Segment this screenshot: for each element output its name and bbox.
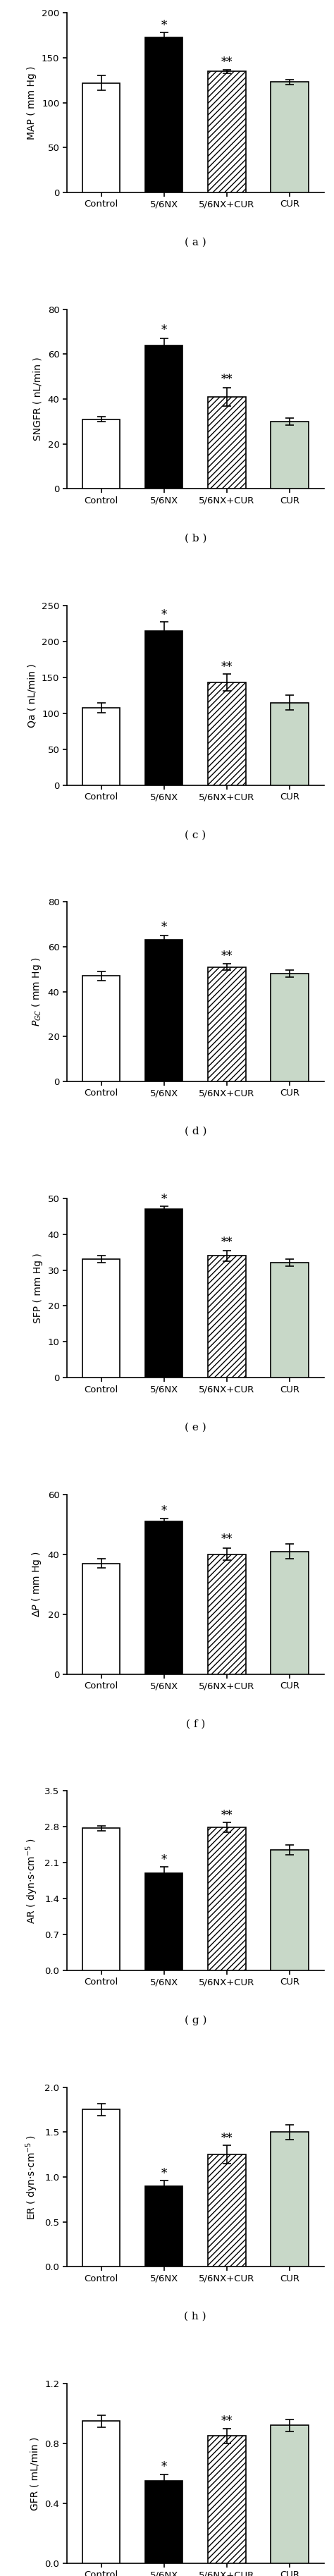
Bar bbox=[271, 1850, 308, 1971]
Text: ( g ): ( g ) bbox=[184, 2014, 206, 2025]
Text: *: * bbox=[161, 325, 167, 335]
Text: *: * bbox=[161, 1855, 167, 1865]
Y-axis label: ER ( dyn·s·cm$^{-5}$ ): ER ( dyn·s·cm$^{-5}$ ) bbox=[24, 2136, 40, 2221]
Bar bbox=[82, 976, 120, 1082]
Bar bbox=[82, 1564, 120, 1674]
Bar bbox=[208, 72, 245, 193]
Text: ( c ): ( c ) bbox=[185, 829, 206, 840]
Text: ( d ): ( d ) bbox=[184, 1126, 206, 1136]
Y-axis label: Qa ( nL/min ): Qa ( nL/min ) bbox=[27, 665, 37, 726]
Text: **: ** bbox=[221, 951, 232, 963]
Bar bbox=[145, 631, 183, 786]
Text: **: ** bbox=[221, 374, 232, 386]
Y-axis label: $\Delta P$ ( mm Hg ): $\Delta P$ ( mm Hg ) bbox=[30, 1551, 43, 1618]
Text: **: ** bbox=[221, 1533, 232, 1546]
Y-axis label: MAP ( mm Hg ): MAP ( mm Hg ) bbox=[27, 67, 37, 139]
Text: ( h ): ( h ) bbox=[184, 2311, 206, 2321]
Bar bbox=[82, 1260, 120, 1378]
Bar bbox=[145, 345, 183, 489]
Bar bbox=[145, 1873, 183, 1971]
Text: **: ** bbox=[221, 1811, 232, 1821]
Bar bbox=[271, 422, 308, 489]
Text: *: * bbox=[161, 1504, 167, 1517]
Text: **: ** bbox=[221, 2133, 232, 2146]
Text: *: * bbox=[161, 2460, 167, 2473]
Y-axis label: SFP ( mm Hg ): SFP ( mm Hg ) bbox=[33, 1252, 43, 1324]
Text: ( f ): ( f ) bbox=[186, 1718, 205, 1728]
Text: *: * bbox=[161, 611, 167, 621]
Bar bbox=[208, 2154, 245, 2267]
Text: **: ** bbox=[221, 2414, 232, 2427]
Y-axis label: SNGFR ( nL/min ): SNGFR ( nL/min ) bbox=[33, 358, 43, 440]
Bar bbox=[271, 974, 308, 1082]
Bar bbox=[82, 420, 120, 489]
Bar bbox=[208, 1553, 245, 1674]
Text: *: * bbox=[161, 2166, 167, 2179]
Text: ( e ): ( e ) bbox=[185, 1422, 206, 1432]
Bar bbox=[271, 2427, 308, 2563]
Bar bbox=[145, 940, 183, 1082]
Bar bbox=[208, 397, 245, 489]
Bar bbox=[145, 1208, 183, 1378]
Text: **: ** bbox=[221, 662, 232, 672]
Text: *: * bbox=[161, 922, 167, 933]
Bar bbox=[145, 1522, 183, 1674]
Bar bbox=[271, 82, 308, 193]
Y-axis label: GFR ( mL/min ): GFR ( mL/min ) bbox=[30, 2437, 40, 2509]
Bar bbox=[82, 2110, 120, 2267]
Bar bbox=[208, 683, 245, 786]
Bar bbox=[271, 1551, 308, 1674]
Y-axis label: $P_{GC}$ ( mm Hg ): $P_{GC}$ ( mm Hg ) bbox=[30, 956, 43, 1025]
Bar bbox=[82, 82, 120, 193]
Bar bbox=[82, 1829, 120, 1971]
Bar bbox=[271, 703, 308, 786]
Bar bbox=[208, 1826, 245, 1971]
Bar bbox=[271, 1262, 308, 1378]
Bar bbox=[82, 708, 120, 786]
Bar bbox=[208, 1255, 245, 1378]
Text: ( b ): ( b ) bbox=[184, 533, 206, 544]
Text: **: ** bbox=[221, 1236, 232, 1249]
Text: *: * bbox=[161, 21, 167, 31]
Bar bbox=[145, 2481, 183, 2563]
Bar bbox=[145, 36, 183, 193]
Text: ( a ): ( a ) bbox=[185, 237, 206, 247]
Bar bbox=[208, 966, 245, 1082]
Text: *: * bbox=[161, 1193, 167, 1206]
Bar bbox=[82, 2421, 120, 2563]
Bar bbox=[271, 2133, 308, 2267]
Bar bbox=[208, 2437, 245, 2563]
Y-axis label: AR ( dyn·s·cm$^{-5}$ ): AR ( dyn·s·cm$^{-5}$ ) bbox=[24, 1837, 40, 1924]
Bar bbox=[145, 2187, 183, 2267]
Text: **: ** bbox=[221, 57, 232, 70]
